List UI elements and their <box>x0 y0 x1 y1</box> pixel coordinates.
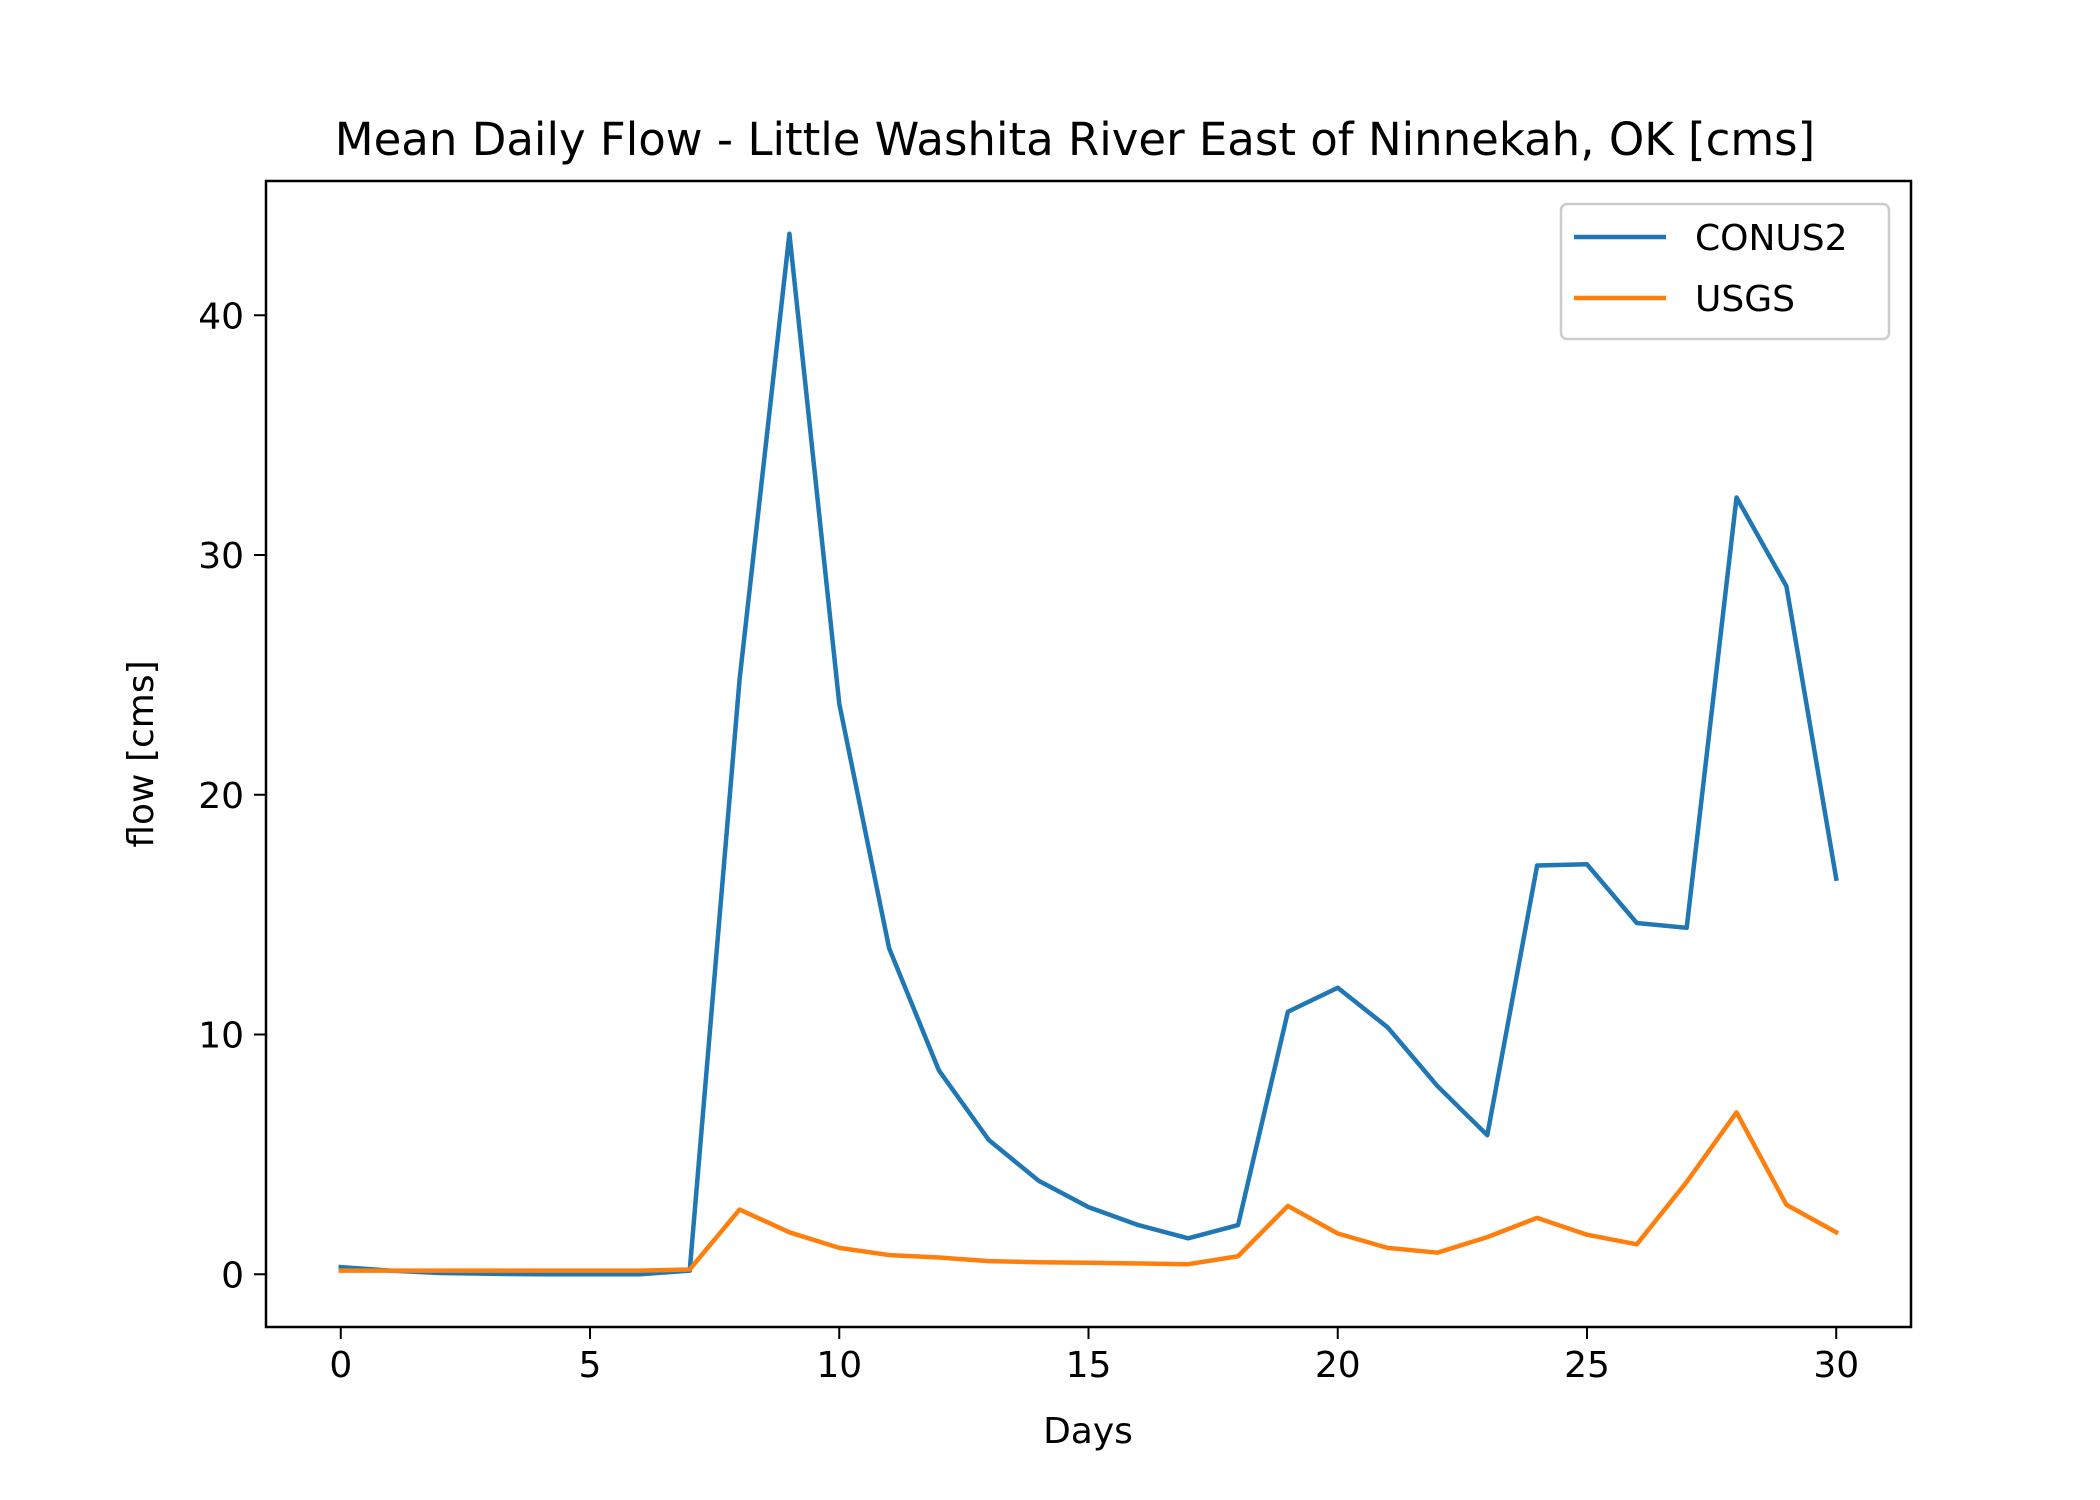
plot-area <box>338 231 1840 1277</box>
x-tick-label: 25 <box>1564 1345 1610 1386</box>
x-tick-label: 0 <box>329 1345 352 1386</box>
y-tick-label: 10 <box>198 1016 244 1057</box>
series-line-usgs <box>338 1110 1840 1273</box>
x-tick-label: 10 <box>816 1345 862 1386</box>
y-tick-label: 40 <box>198 296 244 337</box>
legend-label-usgs: USGS <box>1695 279 1795 320</box>
axis-ticks: 0 5 10 15 20 25 30 0 10 20 30 40 <box>198 296 1859 1386</box>
chart-title: Mean Daily Flow - Little Washita River E… <box>335 113 1815 166</box>
legend-label-conus2: CONUS2 <box>1695 218 1848 259</box>
y-tick-label: 0 <box>221 1255 244 1296</box>
y-axis-label: flow [cms] <box>121 660 162 847</box>
legend: CONUS2 USGS <box>1559 202 1891 341</box>
x-tick-label: 30 <box>1813 1345 1859 1386</box>
y-tick-label: 20 <box>198 776 244 817</box>
x-tick-label: 15 <box>1066 1345 1112 1386</box>
series-line-conus2 <box>338 231 1839 1277</box>
x-axis-label: Days <box>1043 1411 1133 1452</box>
axes-frame <box>264 179 1913 1329</box>
x-tick-label: 20 <box>1315 1345 1361 1386</box>
y-tick-label: 30 <box>198 536 244 577</box>
x-tick-label: 5 <box>579 1345 602 1386</box>
